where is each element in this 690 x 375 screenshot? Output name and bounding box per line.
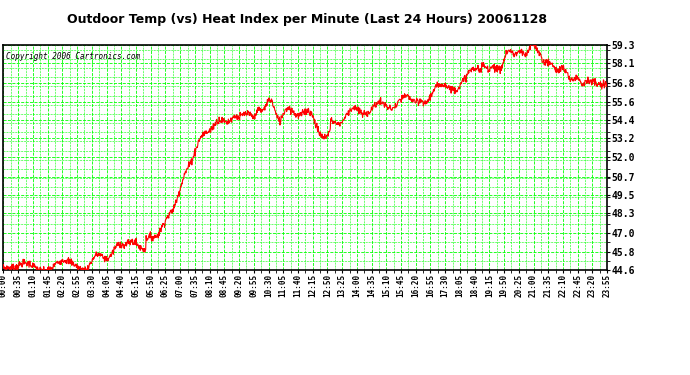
Text: Copyright 2006 Cartronics.com: Copyright 2006 Cartronics.com [6,52,141,61]
Text: Outdoor Temp (vs) Heat Index per Minute (Last 24 Hours) 20061128: Outdoor Temp (vs) Heat Index per Minute … [67,13,547,26]
